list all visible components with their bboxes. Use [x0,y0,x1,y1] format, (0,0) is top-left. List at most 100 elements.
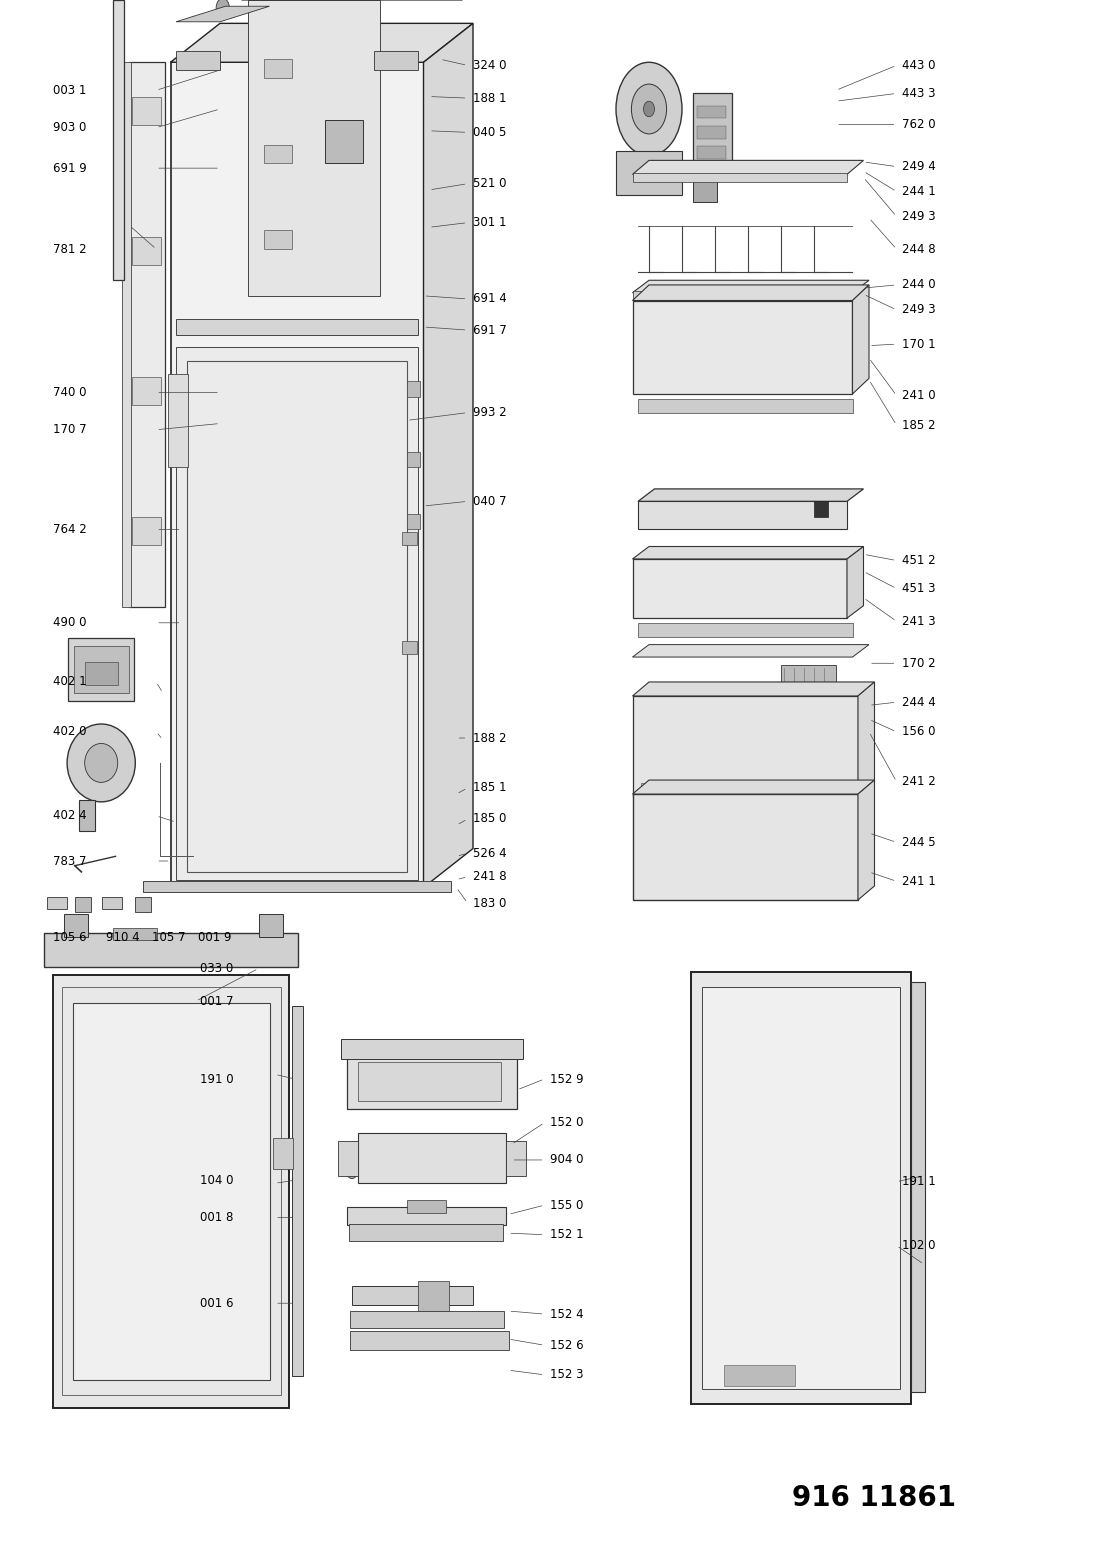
Bar [44,933,298,967]
Text: 691 7: 691 7 [473,324,507,336]
Text: 691 9: 691 9 [53,162,87,174]
Bar [74,646,129,693]
Bar [697,126,726,139]
Text: 451 3: 451 3 [902,582,935,595]
Text: 185 2: 185 2 [902,419,935,431]
Text: 691 4: 691 4 [473,293,507,305]
Circle shape [84,821,90,830]
Bar [85,662,118,685]
Text: 916 11861: 916 11861 [792,1484,956,1512]
Bar [638,501,847,529]
Text: 249 3: 249 3 [902,304,936,316]
Polygon shape [632,547,864,559]
Circle shape [631,84,667,134]
Text: 249 3: 249 3 [902,210,936,223]
Circle shape [346,1163,358,1179]
Circle shape [332,65,350,90]
Text: 764 2: 764 2 [53,523,87,536]
Bar [632,173,847,182]
Bar [638,399,852,413]
Bar [407,514,420,529]
Text: 241 8: 241 8 [473,870,507,883]
Bar [292,1006,302,1376]
Text: 156 0: 156 0 [902,726,935,738]
Bar [135,897,151,912]
Bar [724,1365,795,1386]
Text: 040 7: 040 7 [473,495,506,508]
Bar [176,51,220,70]
Bar [129,62,165,607]
Bar [402,532,417,545]
FancyBboxPatch shape [707,1048,894,1091]
Text: 993 2: 993 2 [473,406,507,419]
Text: 155 0: 155 0 [550,1199,583,1211]
FancyBboxPatch shape [707,1319,894,1362]
Polygon shape [170,23,473,62]
Text: 001 6: 001 6 [200,1297,233,1309]
Polygon shape [346,1049,517,1109]
Text: 451 2: 451 2 [902,554,936,567]
Bar [407,381,420,397]
Bar [132,237,161,265]
Bar [691,972,911,1404]
Text: 244 8: 244 8 [902,243,936,255]
Text: 402 0: 402 0 [53,726,86,738]
Text: 241 0: 241 0 [902,389,936,402]
Ellipse shape [307,248,320,260]
Bar [697,106,726,118]
Text: 402 4: 402 4 [53,810,87,822]
Polygon shape [424,23,473,887]
Polygon shape [632,559,847,618]
Text: 152 3: 152 3 [550,1369,583,1381]
FancyBboxPatch shape [707,1138,894,1182]
Bar [338,1141,358,1176]
Text: 001 7: 001 7 [200,995,233,1007]
Bar [113,928,157,940]
Text: 244 4: 244 4 [902,696,936,708]
Bar [346,1207,506,1225]
Polygon shape [632,285,869,301]
Ellipse shape [67,724,135,802]
Text: 402 1: 402 1 [53,676,87,688]
Text: 490 0: 490 0 [53,617,86,629]
Bar [73,1003,270,1380]
Text: 033 0: 033 0 [200,962,233,975]
Bar [122,62,131,607]
Text: 526 4: 526 4 [473,847,507,859]
Text: 910 4: 910 4 [106,931,140,944]
Polygon shape [176,6,270,22]
Bar [358,1062,500,1101]
Circle shape [266,920,275,933]
Bar [418,1281,449,1313]
Text: 152 4: 152 4 [550,1308,584,1320]
FancyBboxPatch shape [707,1228,894,1272]
Text: 301 1: 301 1 [473,216,506,229]
Polygon shape [632,160,864,174]
Bar [350,1311,504,1328]
Text: 241 3: 241 3 [902,615,936,627]
Text: 105 7: 105 7 [152,931,185,944]
Bar [176,319,418,335]
Bar [632,291,853,301]
Bar [168,374,188,467]
Text: 903 0: 903 0 [53,121,86,134]
Bar [814,501,828,517]
Bar [693,174,717,202]
Bar [616,151,682,195]
Text: 904 0: 904 0 [550,1154,583,1166]
Text: 102 0: 102 0 [902,1239,935,1252]
Bar [350,1331,509,1350]
Text: 183 0: 183 0 [473,897,506,909]
Bar [187,361,407,872]
Text: 170 7: 170 7 [53,424,87,436]
Bar [407,1200,446,1213]
Circle shape [616,62,682,156]
Ellipse shape [307,212,320,227]
Text: 443 0: 443 0 [902,59,935,72]
Text: 001 8: 001 8 [200,1211,233,1224]
Text: 191 1: 191 1 [902,1176,936,1188]
Bar [264,145,292,163]
Bar [349,1224,503,1241]
Polygon shape [858,780,874,900]
Text: 003 1: 003 1 [53,84,86,97]
